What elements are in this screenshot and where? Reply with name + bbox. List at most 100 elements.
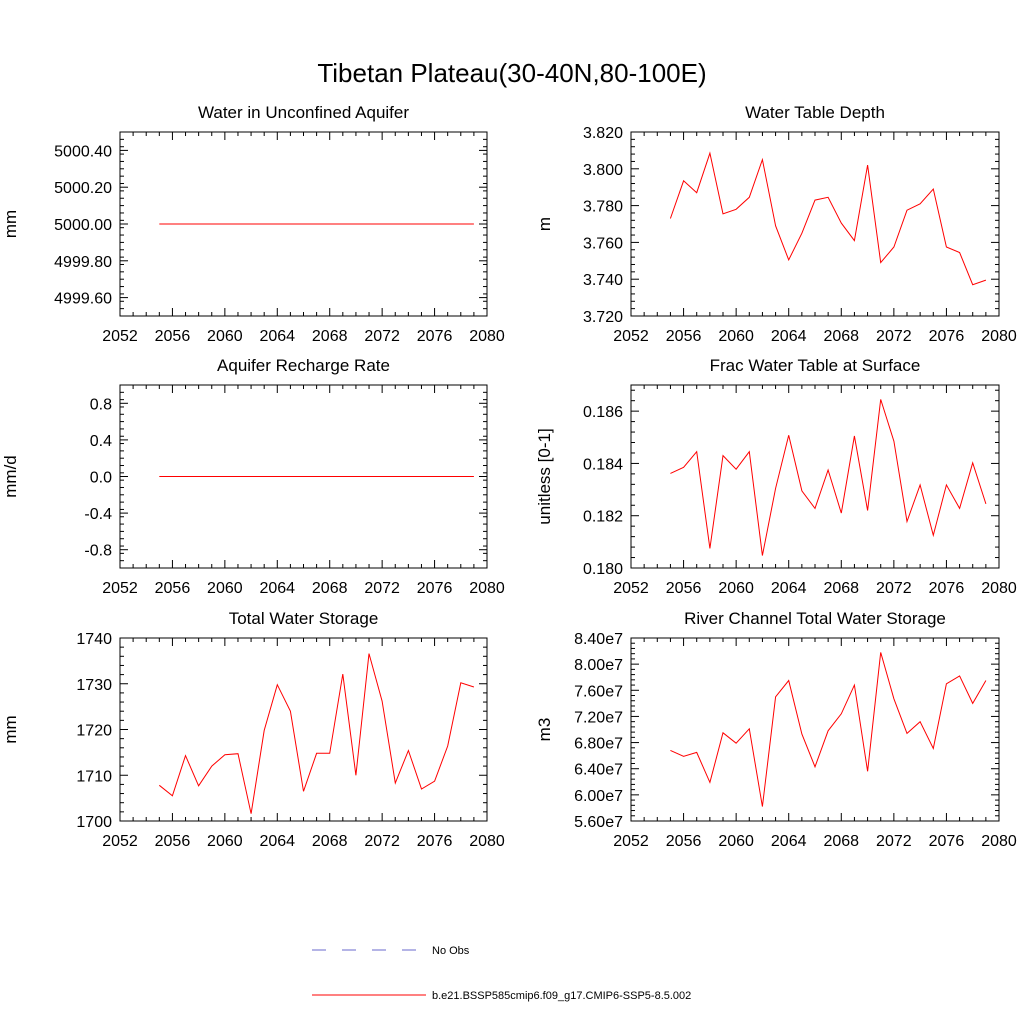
y-axis-label: m3	[535, 718, 554, 742]
legend-item-model: b.e21.BSSP585cmip6.f09_g17.CMIP6-SSP5-8.…	[312, 990, 691, 1002]
x-tick-label: 2072	[364, 328, 400, 345]
y-tick-label: 4999.60	[54, 291, 112, 308]
y-tick-label: 3.800	[583, 162, 623, 179]
x-tick-label: 2056	[666, 328, 702, 345]
x-tick-label: 2060	[718, 580, 754, 597]
plot-frame	[630, 637, 1000, 822]
x-tick-label: 2076	[929, 833, 965, 850]
y-tick-label: 3.760	[583, 235, 623, 252]
panel-title: Water Table Depth	[745, 103, 885, 122]
y-tick-label: 3.820	[583, 125, 623, 142]
panel-6: River Channel Total Water Storage 2052 205…	[535, 609, 1017, 850]
legend-label-obs: No Obs	[432, 945, 470, 957]
x-tick-label: 2056	[666, 580, 702, 597]
plot-frame	[119, 637, 488, 822]
y-tick-label: 0.180	[583, 561, 623, 578]
series-line	[158, 653, 475, 814]
panel-title: Frac Water Table at Surface	[710, 356, 921, 375]
series-line	[670, 652, 987, 807]
x-tick-label: 2068	[823, 833, 859, 850]
y-tick-label: 5.60e7	[574, 814, 623, 831]
x-tick-label: 2064	[771, 580, 807, 597]
x-tick-label: 2068	[823, 328, 859, 345]
x-tick-label: 2056	[155, 833, 191, 850]
x-tick-label: 2076	[929, 580, 965, 597]
panel-title: Total Water Storage	[229, 609, 379, 628]
y-tick-label: 5000.40	[54, 143, 112, 160]
panel-title: Water in Unconfined Aquifer	[198, 103, 409, 122]
y-axis-label: mm/d	[1, 455, 20, 498]
x-tick-label: 2072	[876, 833, 912, 850]
panel-1: Water in Unconfined Aquifer 2052 2056 2060 2…	[1, 103, 505, 345]
panel-3: Aquifer Recharge Rate 2052 2056 2060 2064 206…	[1, 356, 505, 597]
y-tick-label: -0.4	[84, 506, 112, 523]
y-axis-label: mm	[1, 210, 20, 238]
y-tick-label: 3.740	[583, 272, 623, 289]
x-tick-label: 2072	[364, 833, 400, 850]
x-tick-label: 2064	[259, 833, 295, 850]
y-tick-label: 0.4	[90, 433, 112, 450]
x-tick-label: 2056	[155, 580, 191, 597]
legend: No Obs b.e21.BSSP585cmip6.f09_g17.CMIP6-…	[312, 945, 691, 1002]
x-tick-label: 2072	[876, 580, 912, 597]
x-tick-label: 2052	[613, 328, 649, 345]
y-axis-label: unitless [0-1]	[535, 428, 554, 524]
x-tick-label: 2068	[312, 328, 348, 345]
plot-frame	[630, 384, 1000, 569]
y-tick-label: 6.80e7	[574, 736, 623, 753]
y-tick-label: 0.8	[90, 396, 112, 413]
x-tick-label: 2064	[771, 328, 807, 345]
y-tick-label: 8.00e7	[574, 657, 623, 674]
x-tick-label: 2076	[929, 328, 965, 345]
x-tick-label: 2052	[102, 833, 138, 850]
y-tick-label: 0.186	[583, 404, 623, 421]
plot-frame	[630, 131, 1000, 317]
x-tick-label: 2060	[207, 833, 243, 850]
x-tick-label: 2060	[207, 580, 243, 597]
x-tick-label: 2076	[417, 580, 453, 597]
y-tick-label: 5000.20	[54, 180, 112, 197]
x-tick-label: 2080	[981, 328, 1017, 345]
figure-title: Tibetan Plateau(30-40N,80-100E)	[317, 58, 706, 88]
x-tick-label: 2072	[876, 328, 912, 345]
y-tick-label: 1700	[76, 814, 112, 831]
x-tick-label: 2080	[981, 833, 1017, 850]
panel-5: Total Water Storage 2052 2056 2060 2064 2068 2…	[1, 609, 505, 850]
y-tick-label: 3.780	[583, 199, 623, 216]
y-axis-label: mm	[1, 715, 20, 743]
x-tick-label: 2060	[718, 833, 754, 850]
y-tick-label: 6.40e7	[574, 762, 623, 779]
panel-title: River Channel Total Water Storage	[684, 609, 946, 628]
y-tick-label: 0.184	[583, 456, 623, 473]
y-tick-label: 3.720	[583, 309, 623, 326]
x-tick-label: 2068	[312, 580, 348, 597]
y-tick-label: 6.00e7	[574, 788, 623, 805]
x-tick-label: 2052	[613, 580, 649, 597]
y-tick-label: 1740	[76, 631, 112, 648]
y-tick-label: 0.182	[583, 509, 623, 526]
x-tick-label: 2072	[364, 580, 400, 597]
x-tick-label: 2064	[259, 328, 295, 345]
panels: Water in Unconfined Aquifer 2052 2056 2060 2…	[1, 103, 1017, 850]
x-tick-label: 2064	[771, 833, 807, 850]
y-tick-label: 1730	[76, 677, 112, 694]
legend-item-obs: No Obs	[312, 945, 470, 957]
x-tick-label: 2068	[823, 580, 859, 597]
panel-2: Water Table Depth 2052 2056 2060 2064 2068 207…	[535, 103, 1017, 345]
x-tick-label: 2080	[981, 580, 1017, 597]
panel-4: Frac Water Table at Surface 2052 2056 2060 2…	[535, 356, 1017, 597]
y-tick-label: 5000.00	[54, 217, 112, 234]
x-tick-label: 2052	[102, 580, 138, 597]
x-tick-label: 2080	[469, 833, 505, 850]
x-tick-label: 2080	[469, 580, 505, 597]
x-tick-label: 2068	[312, 833, 348, 850]
y-tick-label: 1720	[76, 723, 112, 740]
y-tick-label: 7.60e7	[574, 683, 623, 700]
x-tick-label: 2076	[417, 328, 453, 345]
y-tick-label: 7.20e7	[574, 709, 623, 726]
panel-title: Aquifer Recharge Rate	[217, 356, 390, 375]
y-tick-label: 0.0	[90, 470, 112, 487]
x-tick-label: 2080	[469, 328, 505, 345]
y-tick-label: -0.8	[84, 543, 112, 560]
